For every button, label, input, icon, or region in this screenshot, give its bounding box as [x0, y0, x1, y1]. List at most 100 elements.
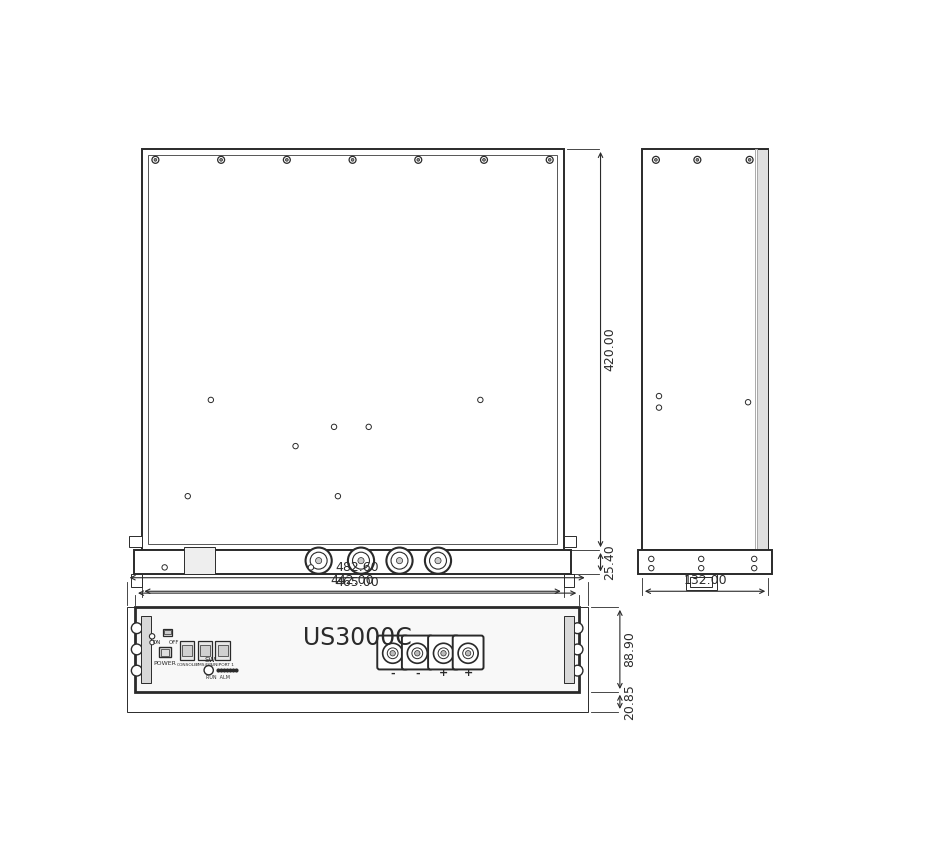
Circle shape [357, 557, 364, 564]
Circle shape [131, 665, 142, 676]
Circle shape [217, 156, 225, 164]
Text: +: + [438, 668, 447, 679]
Text: SW: SW [204, 658, 216, 663]
Circle shape [154, 158, 157, 161]
Bar [164, 631, 171, 634]
Bar [756, 149, 767, 550]
Circle shape [411, 648, 422, 658]
Circle shape [386, 548, 412, 574]
Bar [638, 550, 771, 574]
Text: 20.85: 20.85 [623, 684, 636, 720]
Text: ON: ON [152, 640, 161, 645]
Text: 132.00: 132.00 [682, 574, 726, 588]
Bar [217, 645, 227, 657]
FancyBboxPatch shape [428, 636, 458, 669]
Circle shape [572, 623, 582, 634]
Circle shape [161, 565, 167, 570]
Text: 25.40: 25.40 [603, 545, 616, 580]
Circle shape [285, 158, 288, 161]
Circle shape [149, 634, 155, 639]
Circle shape [331, 424, 336, 430]
Text: -: - [415, 668, 419, 679]
Circle shape [434, 557, 441, 564]
Text: +: + [463, 668, 472, 679]
Bar [129, 536, 141, 547]
Circle shape [310, 552, 327, 569]
Circle shape [698, 556, 703, 561]
Circle shape [396, 557, 402, 564]
Bar [141, 149, 563, 550]
Text: CONSOLE: CONSOLE [176, 663, 198, 668]
Circle shape [744, 400, 750, 405]
Bar [690, 577, 711, 588]
Circle shape [462, 648, 473, 658]
Bar [131, 574, 141, 587]
Circle shape [433, 643, 453, 663]
Circle shape [208, 397, 213, 403]
Bar [563, 616, 574, 683]
Circle shape [480, 156, 487, 164]
Circle shape [429, 552, 446, 569]
Circle shape [655, 405, 661, 411]
Text: 88.90: 88.90 [623, 631, 636, 668]
Circle shape [648, 566, 653, 571]
Bar [140, 616, 150, 683]
Circle shape [440, 651, 445, 656]
Circle shape [693, 156, 700, 164]
Circle shape [465, 651, 470, 656]
Text: RUN  ALM: RUN ALM [206, 675, 230, 679]
Circle shape [390, 651, 395, 656]
Circle shape [220, 158, 223, 161]
Bar [641, 149, 767, 550]
Text: UNIPORT 1: UNIPORT 1 [211, 663, 234, 668]
Bar [180, 641, 194, 660]
Circle shape [548, 158, 550, 161]
Circle shape [477, 397, 483, 403]
Circle shape [458, 643, 478, 663]
Circle shape [572, 644, 582, 655]
Bar [148, 155, 557, 544]
Circle shape [131, 623, 142, 634]
Circle shape [417, 158, 419, 161]
Circle shape [415, 156, 421, 164]
Bar [161, 648, 169, 656]
Circle shape [747, 158, 750, 161]
Circle shape [335, 493, 341, 499]
Circle shape [698, 566, 703, 571]
Circle shape [316, 557, 321, 564]
Circle shape [414, 651, 419, 656]
Text: 482.60: 482.60 [335, 561, 379, 574]
Circle shape [751, 556, 756, 561]
Circle shape [152, 156, 159, 164]
Circle shape [438, 648, 448, 658]
Text: US3000C: US3000C [303, 626, 411, 650]
Circle shape [204, 666, 213, 675]
FancyBboxPatch shape [452, 636, 483, 669]
Bar [135, 607, 578, 692]
Circle shape [745, 156, 753, 164]
Circle shape [185, 493, 190, 499]
Bar [182, 645, 192, 657]
Circle shape [366, 424, 371, 430]
Bar [162, 629, 172, 636]
Circle shape [351, 158, 354, 161]
Circle shape [352, 552, 369, 569]
Bar [685, 574, 715, 590]
Circle shape [305, 548, 331, 574]
Bar [200, 645, 210, 657]
Text: 420.00: 420.00 [603, 328, 616, 372]
Bar [184, 547, 214, 574]
Text: 442.00: 442.00 [330, 574, 374, 588]
Circle shape [654, 158, 657, 161]
Circle shape [482, 158, 484, 161]
Circle shape [406, 643, 427, 663]
Text: OFF: OFF [168, 640, 179, 645]
Circle shape [546, 156, 552, 164]
Circle shape [655, 394, 661, 399]
Bar [134, 550, 571, 574]
Text: BMS485: BMS485 [196, 663, 213, 668]
Circle shape [308, 565, 314, 570]
Circle shape [391, 552, 407, 569]
Circle shape [382, 643, 402, 663]
Bar [159, 647, 171, 658]
